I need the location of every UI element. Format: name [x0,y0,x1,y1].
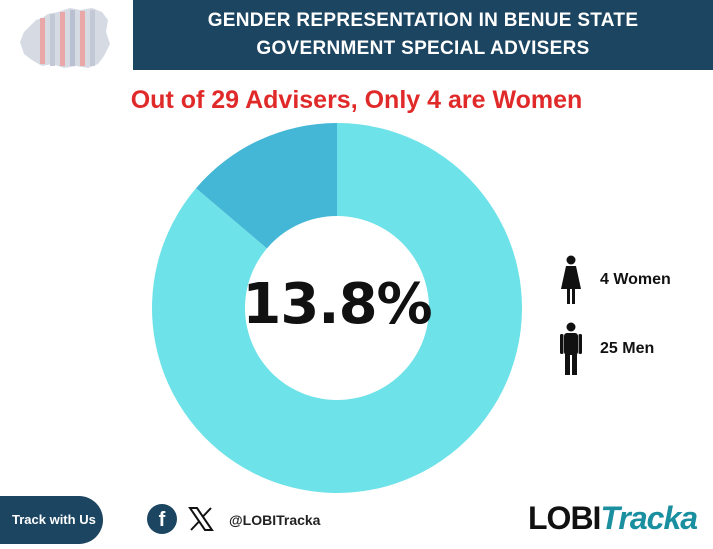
lobitracka-logo: LOBITracka [528,500,698,537]
social-handle[interactable]: @LOBITracka [229,512,321,528]
man-icon [560,322,582,375]
header-title-line2: GOVERNMENT SPECIAL ADVISERS [256,38,590,59]
woman-icon [561,255,581,304]
facebook-icon[interactable]: f [146,503,178,535]
donut-slice-women [196,123,337,249]
svg-text:f: f [159,509,166,531]
header-title-line1: GENDER REPRESENTATION IN BENUE STATE [207,10,639,31]
legend-item-men: 25 Men [560,322,654,376]
x-icon[interactable] [186,503,216,535]
brand-text-tracka: Tracka [600,500,698,536]
donut-slice-men [151,123,522,494]
benue-map-icon [20,8,110,68]
chart-subtitle: Out of 29 Advisers, Only 4 are Women [130,86,583,114]
center-percentage-label: 13.8% [242,272,432,337]
header-banner: GENDER REPRESENTATION IN BENUE STATE GOV… [133,0,713,70]
legend-label-men: 25 Men [600,340,655,357]
track-with-us-button[interactable]: Track with Us [0,496,103,544]
brand-text-lobi: LOBI [528,500,601,536]
legend-label-women: 4 Women [600,271,671,288]
legend-item-women: 4 Women [560,255,671,305]
